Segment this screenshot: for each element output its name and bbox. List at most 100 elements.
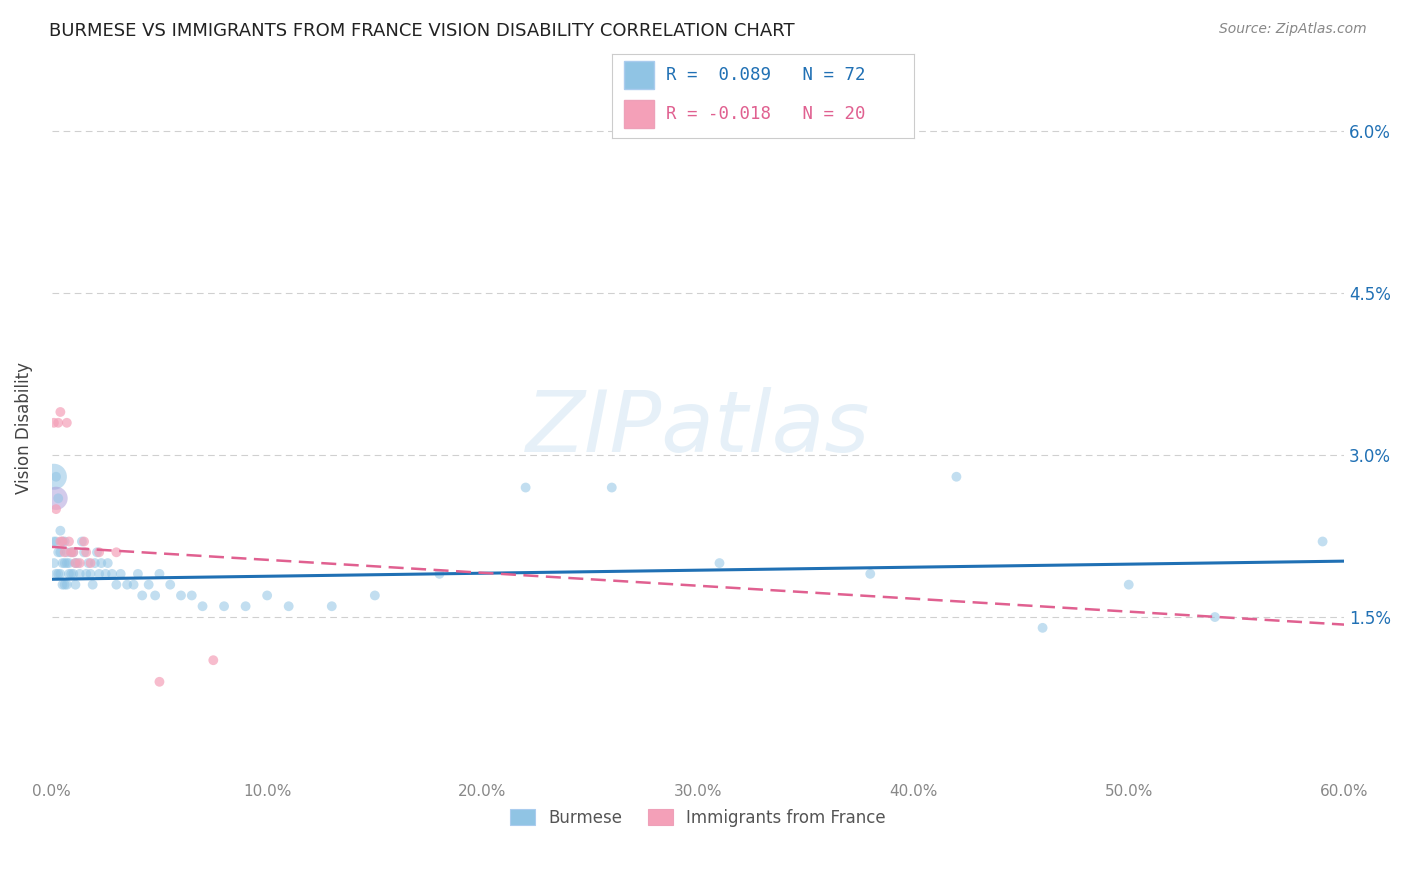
Point: [51, 556, 73, 570]
Point: [45, 502, 67, 516]
Point: [945, 469, 967, 483]
Point: [58, 566, 80, 581]
Point: [49, 534, 72, 549]
Point: [122, 577, 145, 591]
Point: [235, 599, 257, 614]
Point: [46, 545, 69, 559]
Point: [56, 416, 79, 430]
Point: [62, 566, 84, 581]
Point: [56, 556, 79, 570]
Point: [364, 589, 387, 603]
Point: [75, 566, 97, 581]
Point: [53, 545, 76, 559]
Point: [69, 556, 91, 570]
Point: [321, 599, 343, 614]
Point: [515, 481, 537, 495]
Point: [110, 566, 132, 581]
Point: [73, 534, 96, 549]
Point: [75, 545, 97, 559]
Point: [65, 556, 87, 570]
Point: [143, 589, 166, 603]
Point: [42, 534, 65, 549]
Point: [60, 566, 83, 581]
Point: [89, 545, 111, 559]
Point: [69, 566, 91, 581]
Point: [94, 566, 117, 581]
Point: [105, 545, 128, 559]
Point: [148, 674, 170, 689]
Point: [60, 545, 83, 559]
Point: [66, 556, 89, 570]
Point: [83, 556, 105, 570]
Point: [49, 545, 72, 559]
Text: R = -0.018   N = 20: R = -0.018 N = 20: [666, 104, 866, 123]
Point: [53, 577, 76, 591]
Point: [429, 566, 451, 581]
Point: [600, 481, 623, 495]
Point: [53, 534, 76, 549]
Point: [202, 653, 225, 667]
Point: [65, 577, 87, 591]
Point: [42, 469, 65, 483]
Point: [46, 566, 69, 581]
Point: [51, 534, 73, 549]
Point: [90, 556, 112, 570]
Point: [82, 577, 104, 591]
Point: [79, 566, 101, 581]
Point: [127, 566, 149, 581]
Point: [1204, 610, 1226, 624]
Point: [65, 556, 87, 570]
Text: R =  0.089   N = 72: R = 0.089 N = 72: [666, 66, 866, 84]
Text: ZIPatlas: ZIPatlas: [526, 386, 870, 470]
Point: [45, 491, 67, 506]
Point: [53, 556, 76, 570]
Point: [859, 566, 882, 581]
Point: [49, 524, 72, 538]
Point: [58, 556, 80, 570]
FancyBboxPatch shape: [624, 62, 654, 89]
Y-axis label: Vision Disability: Vision Disability: [15, 362, 32, 494]
Point: [56, 577, 79, 591]
Point: [42, 416, 65, 430]
Point: [131, 589, 153, 603]
Point: [46, 491, 69, 506]
Point: [51, 577, 73, 591]
Point: [58, 534, 80, 549]
Point: [45, 469, 67, 483]
Point: [51, 534, 73, 549]
Point: [105, 577, 128, 591]
Point: [49, 566, 72, 581]
Point: [89, 566, 111, 581]
Point: [70, 534, 93, 549]
Point: [62, 545, 84, 559]
Point: [1312, 534, 1334, 549]
Point: [77, 556, 100, 570]
Point: [148, 566, 170, 581]
Point: [159, 577, 181, 591]
Point: [101, 566, 124, 581]
Point: [1118, 577, 1140, 591]
Point: [115, 577, 138, 591]
Legend: Burmese, Immigrants from France: Burmese, Immigrants from France: [503, 803, 893, 834]
Point: [277, 599, 299, 614]
Point: [73, 545, 96, 559]
Point: [46, 416, 69, 430]
FancyBboxPatch shape: [624, 100, 654, 128]
Text: Source: ZipAtlas.com: Source: ZipAtlas.com: [1219, 22, 1367, 37]
Point: [212, 599, 235, 614]
Point: [49, 405, 72, 419]
Point: [97, 556, 120, 570]
Point: [138, 577, 160, 591]
Point: [170, 589, 193, 603]
Point: [42, 556, 65, 570]
Point: [45, 566, 67, 581]
Point: [56, 545, 79, 559]
Point: [1032, 621, 1054, 635]
Point: [45, 534, 67, 549]
Point: [60, 545, 83, 559]
Point: [256, 589, 278, 603]
Point: [62, 545, 84, 559]
Point: [86, 545, 108, 559]
Point: [180, 589, 202, 603]
Point: [709, 556, 731, 570]
